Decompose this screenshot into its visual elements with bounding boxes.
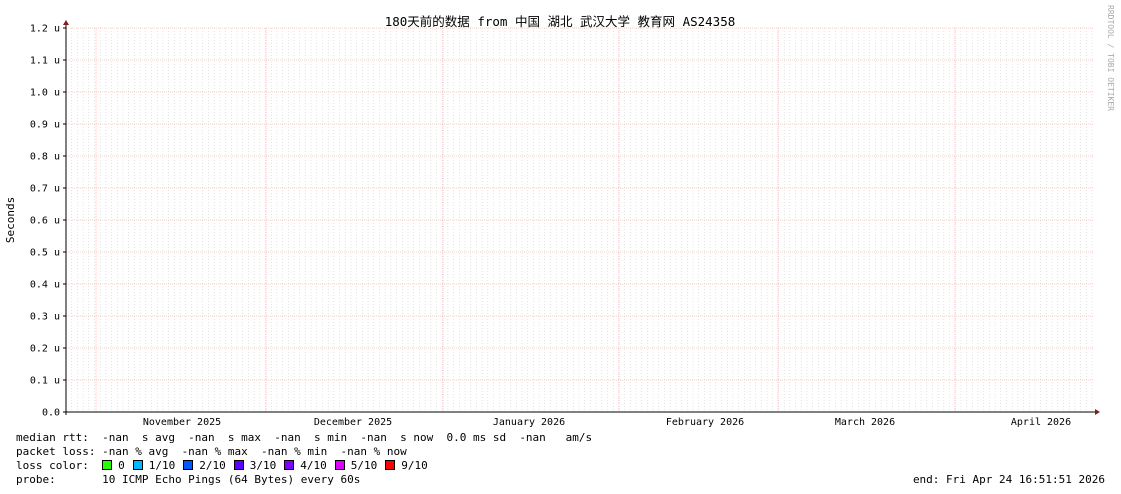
- y-axis-arrow: [63, 20, 69, 25]
- loss-color-item: 9/10: [385, 459, 428, 472]
- y-axis-label: Seconds: [4, 197, 17, 243]
- loss-color-swatch: [334, 460, 345, 470]
- loss-color-swatch: [132, 460, 143, 470]
- x-tick-label: February 2026: [666, 417, 744, 428]
- loss-color-text: 9/10: [401, 459, 428, 472]
- loss-color-item: 3/10: [233, 459, 277, 472]
- loss-color-item: 4/10: [284, 459, 327, 472]
- y-tick-label: 0.0: [42, 408, 60, 419]
- y-tick-label: 0.1 u: [30, 376, 60, 387]
- y-tick-label: 0.9 u: [30, 120, 60, 131]
- y-tick-label: 0.5 u: [30, 248, 60, 259]
- y-tick-label: 0.2 u: [30, 344, 60, 355]
- loss-color-text: 1/10: [148, 459, 176, 472]
- y-tick-label: 0.8 u: [30, 152, 60, 163]
- loss-color-swatch: [102, 460, 113, 470]
- x-tick-label: April 2026: [1011, 417, 1071, 428]
- loss-color-item: 5/10: [334, 459, 378, 472]
- loss-color-text: 5/10: [350, 459, 378, 472]
- loss-color-legend: loss color: 0 1/10 2/10 3/10 4/10 5/10 9/10: [16, 459, 436, 473]
- probe-legend: probe: 10 ICMP Echo Pings (64 Bytes) eve…: [16, 473, 361, 486]
- y-tick-label: 1.0 u: [30, 88, 60, 99]
- end-time: end: Fri Apr 24 16:51:51 2026: [912, 473, 1105, 486]
- loss-color-swatch: [385, 460, 396, 470]
- packet-loss-legend: packet loss: -nan % avg -nan % max -nan …: [16, 445, 407, 458]
- loss-color-label: loss color:: [16, 459, 89, 472]
- y-tick-label: 0.3 u: [30, 312, 60, 323]
- loss-color-swatch: [284, 460, 295, 470]
- x-tick-label: March 2026: [835, 417, 895, 428]
- x-tick-label: December 2025: [314, 417, 392, 428]
- median-rtt-legend: median rtt: -nan s avg -nan s max -nan s…: [16, 431, 593, 444]
- y-tick-label: 0.7 u: [30, 184, 60, 195]
- x-tick-label: November 2025: [143, 417, 221, 428]
- loss-color-text: 2/10: [199, 459, 226, 472]
- loss-color-text: 3/10: [249, 459, 277, 472]
- y-tick-label: 1.2 u: [30, 24, 60, 35]
- y-tick-label: 1.1 u: [30, 56, 60, 67]
- loss-color-item: 2/10: [183, 459, 226, 472]
- loss-color-text: 4/10: [300, 459, 327, 472]
- y-tick-label: 0.4 u: [30, 280, 60, 291]
- chart-title: 180天前的数据 from 中国 湖北 武汉大学 教育网 AS24358: [385, 14, 736, 29]
- loss-color-swatch: [233, 460, 244, 470]
- loss-color-item: 1/10: [132, 459, 176, 472]
- y-tick-label: 0.6 u: [30, 216, 60, 227]
- loss-color-text: 0: [118, 459, 125, 472]
- x-axis-arrow: [1095, 409, 1100, 415]
- loss-color-swatch: [183, 460, 194, 470]
- loss-color-item: 0: [102, 459, 125, 472]
- x-tick-label: January 2026: [493, 417, 565, 428]
- rrdtool-watermark: RRDTOOL / TOBI OETIKER: [1106, 5, 1115, 111]
